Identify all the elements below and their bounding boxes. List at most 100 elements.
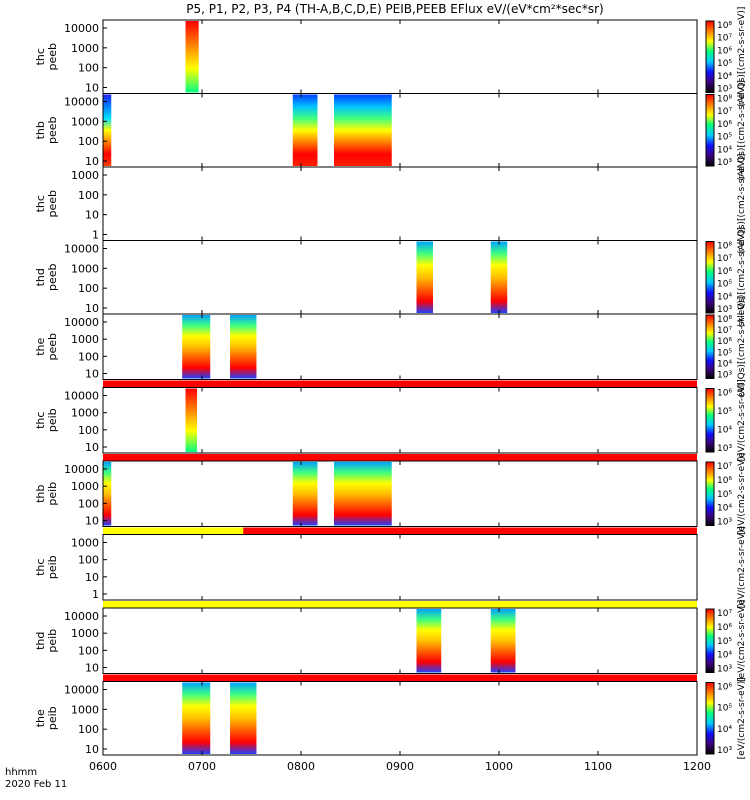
panel-probe-label: thd <box>34 632 47 650</box>
x-tick-label: 1100 <box>584 760 612 773</box>
panel-product-label: peeb <box>46 43 59 71</box>
y-tick-label: 1000 <box>71 42 99 55</box>
y-tick-label: 100 <box>78 62 99 75</box>
date-label: 2020 Feb 11 <box>5 779 67 790</box>
y-tick-label: 10 <box>85 209 99 222</box>
colorbar-tick-label: 10⁵ <box>717 407 732 417</box>
colorbar-tick-label: 10⁵ <box>717 348 732 358</box>
x-tick-label: 0700 <box>188 760 216 773</box>
panel-frame <box>102 93 698 168</box>
panel-frame <box>102 534 698 601</box>
y-tick-label: 100 <box>78 424 99 437</box>
y-tick-label: 10000 <box>64 610 99 623</box>
colorbar-tick-label: 10⁴ <box>717 725 732 735</box>
x-tick-label: 1000 <box>485 760 513 773</box>
y-tick-label: 10 <box>85 571 99 584</box>
y-tick-label: 10 <box>85 441 99 454</box>
colorbar-units-label: [eV/(cm2-s-sr-eV)] <box>737 526 747 608</box>
y-tick-label: 10 <box>85 515 99 528</box>
colorbar-tick-label: 10⁵ <box>717 637 732 647</box>
flag-strip <box>103 380 697 388</box>
y-tick-label: 100 <box>78 350 99 363</box>
panel-product-label: peeb <box>46 333 59 361</box>
colorbar-tick-label: 10³ <box>717 444 732 454</box>
colorbar-tick-label: 10⁴ <box>717 72 732 82</box>
colorbar-tick-label: 10³ <box>717 665 732 675</box>
y-tick-label: 1000 <box>71 169 99 182</box>
y-tick-label: 1000 <box>71 407 99 420</box>
panel-probe-label: thb <box>34 121 47 139</box>
colorbar-tick-label: 10⁶ <box>717 683 732 693</box>
flag-strip <box>103 674 697 682</box>
spectrogram-block <box>185 21 199 93</box>
y-tick-label: 100 <box>78 189 99 202</box>
panel-frame <box>102 460 698 527</box>
panel-frame <box>102 607 698 674</box>
spectrogram-block <box>334 462 392 526</box>
x-axis: 0600 0700 0800 0900 1000 1100 1200 <box>89 760 711 773</box>
colorbar-tick-label: 10⁴ <box>717 426 732 436</box>
colorbar <box>705 241 715 314</box>
y-tick-label: 10 <box>85 82 99 95</box>
panel-product-label: peib <box>46 555 59 579</box>
panel-thd-peib: 10000 1000 100 10 thd peib 10⁷ 10⁶ 10⁵ 10⁴ 10³ [eV/… <box>34 600 747 682</box>
y-tick-label: 10000 <box>64 463 99 476</box>
colorbar-tick-label: 10⁵ <box>717 59 732 69</box>
y-tick-label: 10000 <box>64 684 99 697</box>
panel-probe-label: the <box>34 709 47 727</box>
panel-product-label: peeb <box>46 190 59 218</box>
colorbar-units-label: (All Qs)[(cm2-s-sr-eV)] <box>737 227 747 327</box>
colorbar <box>705 314 715 379</box>
colorbar-tick-label: 10⁴ <box>717 145 732 155</box>
colorbar-tick-label: 10⁴ <box>717 359 732 369</box>
y-tick-label: 1000 <box>71 115 99 128</box>
flag-strip <box>243 527 697 535</box>
colorbar-tick-label: 10⁵ <box>717 704 732 714</box>
panel-thc-peeb: 1000 100 10 1 thc peeb (All Qs)[(cm2-s-sr-eV)] <box>34 154 747 254</box>
colorbar-tick-label: 10⁸ <box>717 95 732 105</box>
time-label: hhmm <box>5 767 37 778</box>
colorbar-tick-label: 10⁴ <box>717 651 732 661</box>
colorbar-tick-label: 10⁷ <box>717 254 732 264</box>
colorbar-units-label: [eV/(cm2-s-sr-eV)] <box>737 453 747 535</box>
panel-product-label: peeb <box>46 263 59 291</box>
flag-strip <box>103 454 697 461</box>
panel-thc-peib: 1000 100 10 1 thc peib [eV/(cm2-s-sr-eV)] <box>34 526 747 608</box>
y-tick-label: 100 <box>78 135 99 148</box>
colorbar-tick-label: 10⁶ <box>717 46 732 56</box>
y-tick-label: 10000 <box>64 96 99 109</box>
colorbar-tick-label: 10⁴ <box>717 504 732 514</box>
spectrogram-block <box>490 241 508 313</box>
colorbar-tick-label: 10⁴ <box>717 292 732 302</box>
y-tick-label: 1000 <box>71 627 99 640</box>
colorbar-tick-label: 10⁵ <box>717 490 732 500</box>
colorbar-units-label: (All Qs)[(cm2-s-sr-eV)] <box>737 297 747 397</box>
colorbar <box>705 20 715 93</box>
x-tick-label: 1200 <box>683 760 711 773</box>
colorbar-units-label: [eV/(cm2-s-sr-eV)] <box>737 600 747 682</box>
colorbar-tick-label: 10⁷ <box>717 107 732 117</box>
colorbar-tick-label: 10⁵ <box>717 133 732 143</box>
colorbar-tick-label: 10³ <box>717 158 732 168</box>
y-tick-label: 10000 <box>64 22 99 35</box>
panel-thc-peib: 10000 1000 100 10 thc peib 10⁶ 10⁵ 10⁴ 10³ [eV/(cm… <box>34 379 747 461</box>
x-tick-label: 0600 <box>89 760 117 773</box>
y-tick-label: 100 <box>78 723 99 736</box>
colorbar-tick-label: 10⁸ <box>717 21 732 31</box>
panel-probe-label: thc <box>34 559 47 576</box>
y-tick-label: 10000 <box>64 390 99 403</box>
y-tick-label: 10000 <box>64 243 99 256</box>
colorbar-units-label: (All Qs)[(cm2-s-sr-eV)] <box>737 80 747 180</box>
colorbar <box>705 682 715 755</box>
y-tick-label: 1000 <box>71 262 99 275</box>
panel-probe-label: thb <box>34 485 47 503</box>
colorbar-units-label: (All Qs)[(cm2-s-sr-eV)] <box>737 154 747 254</box>
colorbar-units-label: (All Qs)[(cm2-s-sr-eV)] <box>737 7 747 107</box>
colorbar-units-label: [eV/(cm2-s-sr-eV)] <box>737 379 747 461</box>
colorbar-tick-label: 10⁸ <box>717 315 732 325</box>
spectrogram-block <box>103 462 112 526</box>
x-tick-label: 0900 <box>386 760 414 773</box>
panel-probe-label: thc <box>34 195 47 212</box>
panel-thd-peeb: 10000 1000 100 10 thd peeb 10⁸ 10⁷ 10⁶ 10⁵ 10⁴ 10³ (… <box>34 227 747 327</box>
y-tick-label: 10 <box>85 368 99 381</box>
